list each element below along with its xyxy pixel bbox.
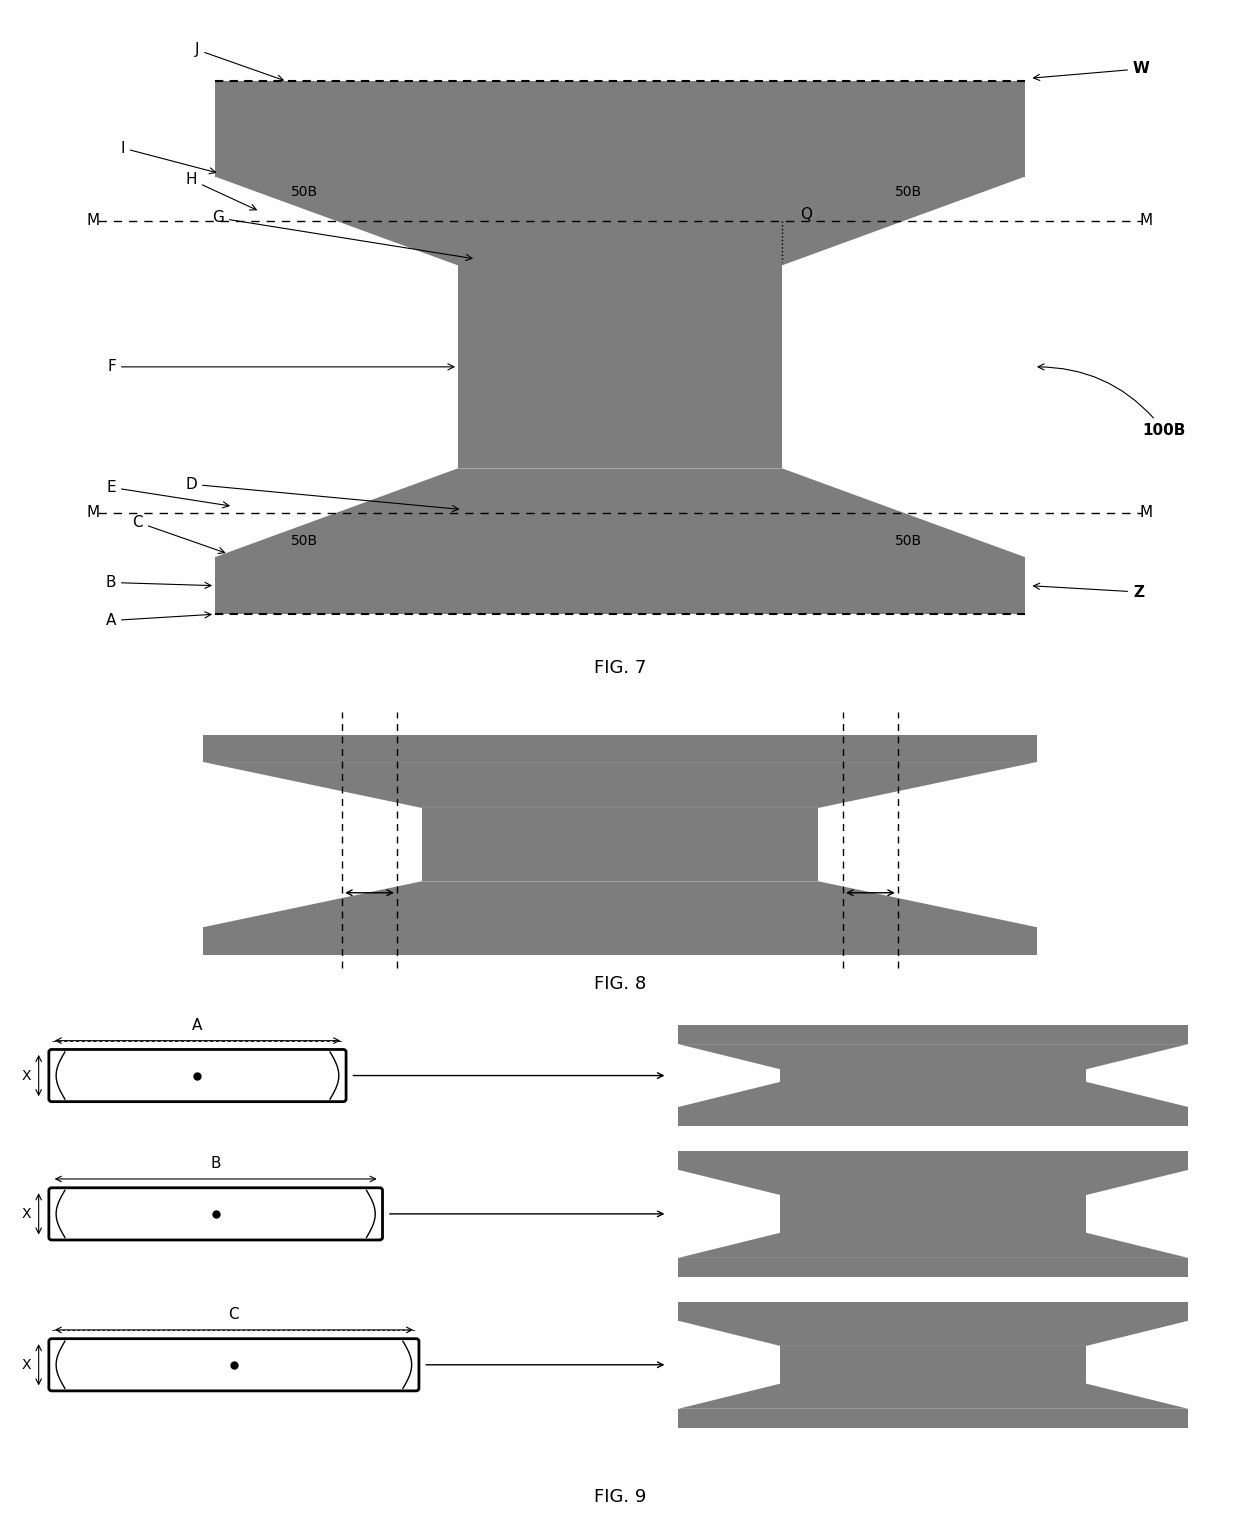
Text: D: D: [185, 476, 459, 512]
Text: M: M: [87, 214, 100, 229]
Polygon shape: [678, 1302, 1188, 1320]
Text: G: G: [212, 211, 472, 260]
Polygon shape: [780, 1346, 1086, 1383]
Text: FIG. 7: FIG. 7: [594, 659, 646, 678]
Text: X: X: [22, 1068, 31, 1082]
Polygon shape: [780, 1196, 1086, 1233]
Polygon shape: [215, 177, 1025, 266]
Text: B: B: [105, 575, 211, 590]
Polygon shape: [678, 1320, 1188, 1346]
Text: M: M: [1140, 214, 1153, 229]
Text: FIG. 8: FIG. 8: [594, 976, 646, 993]
FancyBboxPatch shape: [48, 1339, 419, 1391]
Text: C: C: [133, 515, 224, 553]
Polygon shape: [678, 1170, 1188, 1196]
Polygon shape: [203, 762, 1037, 808]
Text: Z: Z: [1033, 583, 1145, 599]
Text: E: E: [107, 480, 229, 507]
Text: Q: Q: [800, 207, 812, 223]
Text: B: B: [211, 1156, 221, 1171]
Polygon shape: [678, 1383, 1188, 1409]
Polygon shape: [678, 1044, 1188, 1070]
Polygon shape: [203, 735, 1037, 762]
Polygon shape: [678, 1151, 1188, 1170]
Text: FIG. 9: FIG. 9: [594, 1488, 646, 1506]
Text: I: I: [120, 140, 216, 174]
Text: A: A: [192, 1017, 202, 1033]
Text: X: X: [22, 1357, 31, 1373]
Polygon shape: [203, 927, 1037, 954]
Polygon shape: [678, 1409, 1188, 1428]
Text: F: F: [107, 360, 454, 375]
Polygon shape: [678, 1025, 1188, 1044]
Polygon shape: [215, 469, 1025, 556]
Text: W: W: [1033, 61, 1149, 80]
Polygon shape: [678, 1233, 1188, 1257]
Text: X: X: [22, 1207, 31, 1220]
Text: J: J: [195, 41, 283, 81]
Polygon shape: [678, 1257, 1188, 1277]
Polygon shape: [203, 881, 1037, 927]
Polygon shape: [422, 808, 818, 881]
Text: C: C: [228, 1308, 239, 1322]
Polygon shape: [458, 266, 782, 469]
Text: A: A: [105, 612, 211, 629]
Text: M: M: [1140, 506, 1153, 520]
FancyBboxPatch shape: [48, 1188, 382, 1240]
Text: 50B: 50B: [894, 535, 921, 549]
Polygon shape: [215, 81, 1025, 177]
Text: 50B: 50B: [291, 535, 319, 549]
FancyBboxPatch shape: [48, 1050, 346, 1102]
Text: 50B: 50B: [291, 186, 319, 200]
Text: 50B: 50B: [894, 186, 921, 200]
Polygon shape: [678, 1082, 1188, 1107]
Polygon shape: [215, 556, 1025, 615]
Text: H: H: [186, 172, 257, 211]
Polygon shape: [780, 1070, 1086, 1082]
Polygon shape: [678, 1107, 1188, 1125]
Text: M: M: [87, 506, 100, 520]
Text: 100B: 100B: [1038, 364, 1185, 438]
